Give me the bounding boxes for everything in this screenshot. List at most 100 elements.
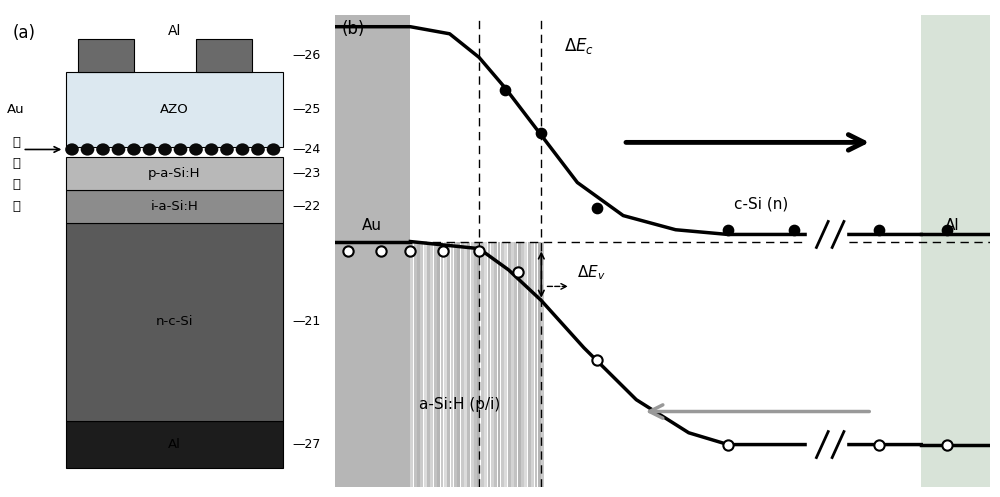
Text: 米: 米 (12, 157, 20, 170)
Point (471, 247, 487, 255)
Text: Au: Au (7, 103, 25, 116)
Bar (504, 242, 507, 487)
Text: i-a-Si:H: i-a-Si:H (150, 200, 198, 213)
Bar (494, 242, 497, 487)
Bar (471, 242, 474, 487)
Bar (477, 242, 480, 487)
Text: —21: —21 (292, 315, 320, 329)
Bar (511, 242, 514, 487)
Bar (444, 242, 447, 487)
Text: a-Si:H (p/i): a-Si:H (p/i) (419, 397, 500, 412)
Ellipse shape (65, 143, 79, 156)
Bar (508, 242, 511, 487)
Point (871, 226, 887, 234)
Text: —26: —26 (292, 49, 320, 62)
Bar (538, 242, 541, 487)
Bar (541, 242, 544, 487)
Text: 颤: 颤 (12, 178, 20, 191)
Point (589, 205, 605, 213)
Bar (457, 242, 460, 487)
Text: (b): (b) (342, 19, 365, 38)
Point (435, 247, 451, 255)
Bar (437, 242, 440, 487)
Bar (467, 242, 470, 487)
Bar (420, 242, 423, 487)
Bar (410, 242, 413, 487)
Text: 粒: 粒 (12, 200, 20, 213)
Point (786, 226, 802, 234)
Ellipse shape (205, 143, 218, 156)
Text: c-Si (n): c-Si (n) (734, 196, 788, 211)
Point (939, 226, 955, 234)
Bar (514, 242, 517, 487)
Text: —27: —27 (292, 438, 320, 451)
Text: $\Delta E_c$: $\Delta E_c$ (564, 36, 594, 56)
Ellipse shape (143, 143, 156, 156)
Ellipse shape (158, 143, 172, 156)
Text: —24: —24 (292, 143, 320, 156)
Ellipse shape (189, 143, 203, 156)
Point (871, 441, 887, 448)
Bar (518, 242, 521, 487)
Point (589, 356, 605, 364)
Ellipse shape (236, 143, 249, 156)
Bar (66, 189, 283, 223)
Ellipse shape (267, 143, 280, 156)
Ellipse shape (220, 143, 234, 156)
Point (340, 247, 356, 255)
Bar (501, 242, 504, 487)
Text: 纳: 纳 (12, 136, 20, 149)
Point (373, 247, 389, 255)
Point (720, 226, 736, 234)
Text: AZO: AZO (160, 103, 189, 116)
Point (720, 441, 736, 448)
Bar (531, 242, 534, 487)
Bar (427, 242, 430, 487)
Ellipse shape (174, 143, 187, 156)
Point (510, 268, 526, 276)
Bar (488, 242, 490, 487)
Bar (434, 242, 437, 487)
Point (939, 441, 955, 448)
Bar (417, 242, 420, 487)
Bar (461, 242, 464, 487)
Bar (447, 242, 450, 487)
Bar (921, 15, 990, 487)
Text: p-a-Si:H: p-a-Si:H (148, 166, 201, 179)
Bar (66, 157, 283, 189)
Bar (335, 15, 410, 487)
Point (497, 86, 513, 94)
Text: Au: Au (362, 218, 382, 233)
Bar (66, 223, 283, 421)
Ellipse shape (81, 143, 94, 156)
Bar (424, 242, 427, 487)
Bar (414, 242, 417, 487)
Text: Al: Al (945, 218, 959, 233)
Point (402, 247, 418, 255)
Text: Al: Al (168, 438, 181, 451)
Bar (484, 242, 487, 487)
Text: —22: —22 (292, 200, 320, 213)
Text: —23: —23 (292, 166, 320, 179)
Bar (66, 421, 283, 468)
Bar (521, 242, 524, 487)
Bar (78, 39, 134, 72)
Bar (196, 39, 252, 72)
Bar (481, 242, 484, 487)
Bar (454, 242, 457, 487)
Text: Al: Al (168, 24, 181, 38)
Bar (528, 242, 531, 487)
Bar (66, 72, 283, 147)
Text: $\Delta E_v$: $\Delta E_v$ (577, 263, 606, 282)
Bar (474, 242, 477, 487)
Point (533, 129, 549, 137)
Bar (430, 242, 433, 487)
Ellipse shape (96, 143, 110, 156)
Bar (491, 242, 494, 487)
Bar (498, 242, 500, 487)
Text: n-c-Si: n-c-Si (156, 315, 193, 329)
Bar (451, 242, 453, 487)
Ellipse shape (251, 143, 265, 156)
Bar (535, 242, 537, 487)
Bar (464, 242, 467, 487)
